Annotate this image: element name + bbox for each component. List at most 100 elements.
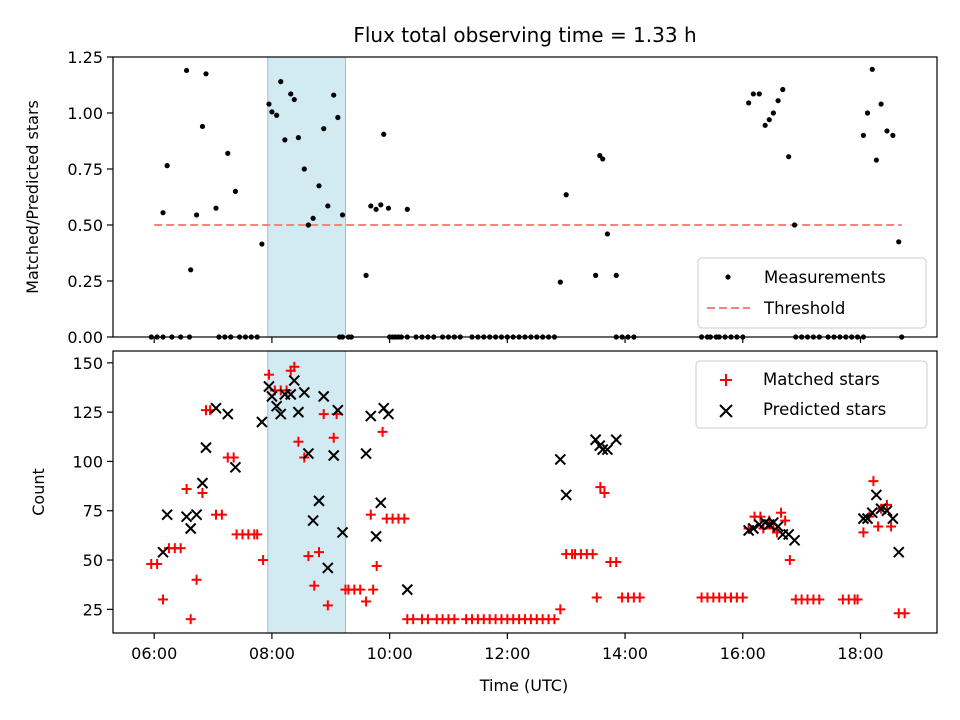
measurement-point <box>368 203 374 209</box>
legend-matched-marker <box>720 374 732 386</box>
predicted-star-point <box>747 522 760 535</box>
bottom-legend: Matched stars Predicted stars <box>695 360 928 429</box>
bottom-plot-frame <box>112 350 938 634</box>
matched-star-point <box>185 614 196 625</box>
predicted-star-point <box>375 497 387 509</box>
measurement-point <box>188 267 194 273</box>
x-tick-label: 14:00 <box>602 644 648 663</box>
bottom-shaded-interval <box>267 350 346 634</box>
predicted-star-point <box>401 583 413 596</box>
matched-star-point <box>755 511 766 522</box>
matched-star-point <box>634 592 645 603</box>
matched-star-point <box>322 600 333 611</box>
matched-star-point <box>449 614 460 625</box>
measurement-point <box>770 110 776 116</box>
measurement-point <box>884 128 890 134</box>
predicted-star-point <box>365 410 377 422</box>
x-tick-label: 06:00 <box>131 644 177 663</box>
matched-star-point <box>293 436 304 447</box>
y-tick-label: 1.25 <box>67 48 103 67</box>
measurement-point <box>890 132 896 138</box>
bottom-points-layer <box>146 361 910 625</box>
predicted-star-point <box>288 374 300 387</box>
measurement-point <box>791 222 798 228</box>
predicted-star-point <box>222 408 234 420</box>
measurement-point <box>225 150 231 156</box>
legend-predicted-marker <box>719 404 733 418</box>
matched-star-point <box>289 361 300 372</box>
predicted-star-point <box>328 449 340 462</box>
observing-window-shade <box>267 350 346 634</box>
predicted-star-point <box>161 508 173 521</box>
predicted-star-point <box>157 546 169 558</box>
matched-star-point <box>408 614 419 625</box>
predicted-star-point <box>292 406 305 418</box>
matched-star-point <box>328 432 339 443</box>
matched-star-point <box>318 409 329 420</box>
legend-matched-label: Matched stars <box>763 370 880 389</box>
y-tick-label: 0.25 <box>67 272 103 291</box>
measurement-point <box>213 205 219 211</box>
measurement-point <box>775 98 781 104</box>
bottom-legend-box <box>695 360 928 429</box>
measurement-point <box>600 156 606 162</box>
predicted-star-point <box>229 461 242 474</box>
y-tick-label: 150 <box>72 354 103 373</box>
predicted-star-point <box>322 562 334 574</box>
predicted-star-point <box>184 522 197 535</box>
measurement-point <box>266 101 272 107</box>
predicted-star-point <box>256 416 268 428</box>
measurement-point <box>563 192 569 198</box>
measurement-point <box>896 239 902 245</box>
chart-title: Flux total observing time = 1.33 h <box>353 23 696 47</box>
predicted-star-point <box>610 434 622 446</box>
predicted-star-point <box>887 512 899 525</box>
measurement-point <box>160 210 166 216</box>
measurement-point <box>593 272 599 278</box>
measurement-point <box>363 272 369 278</box>
legend-predicted-label: Predicted stars <box>763 400 886 419</box>
predicted-star-point <box>263 380 275 393</box>
matched-star-point <box>591 592 602 603</box>
measurement-point <box>278 79 284 85</box>
predicted-star-point <box>302 447 315 460</box>
x-tick-label: 10:00 <box>367 644 413 663</box>
matched-star-point <box>309 580 320 591</box>
predicted-star-point <box>870 489 883 501</box>
y-tick-label: 0.75 <box>67 160 103 179</box>
measurement-point <box>193 212 200 218</box>
measurement-point <box>301 166 307 172</box>
top-plot-frame <box>112 56 938 338</box>
predicted-star-point <box>881 505 893 517</box>
measurement-point <box>269 109 275 115</box>
y-tick-label: 1.00 <box>67 104 103 123</box>
measurement-point <box>282 137 288 143</box>
measurement-point <box>339 212 346 218</box>
x-tick-label: 18:00 <box>837 644 883 663</box>
matched-star-point <box>252 529 263 540</box>
measurement-point <box>259 241 265 247</box>
matched-star-point <box>158 594 169 605</box>
matched-star-point <box>737 592 748 603</box>
measurement-point <box>869 66 875 72</box>
predicted-star-point <box>307 514 319 527</box>
predicted-star-point <box>200 441 212 454</box>
matched-star-point <box>776 507 787 518</box>
measurement-point <box>766 117 772 123</box>
measurement-point <box>873 157 879 163</box>
y-tick-label: 50 <box>83 551 103 570</box>
predicted-star-point <box>893 546 905 558</box>
top-shaded-interval <box>267 56 346 338</box>
measurement-point <box>164 163 170 169</box>
measurement-point <box>183 67 190 74</box>
predicted-star-point <box>554 453 567 466</box>
x-tick-label: 12:00 <box>484 644 530 663</box>
measurement-point <box>373 206 379 212</box>
bottom-panel: 25 50 75 100 125 150 06:00 08:00 10:00 12:00 14:00… <box>29 350 938 695</box>
y-tick-label: 75 <box>83 502 103 521</box>
measurement-point <box>378 202 384 208</box>
measurement-point <box>746 100 752 106</box>
measurement-point <box>762 122 768 128</box>
matched-star-point <box>814 594 825 605</box>
